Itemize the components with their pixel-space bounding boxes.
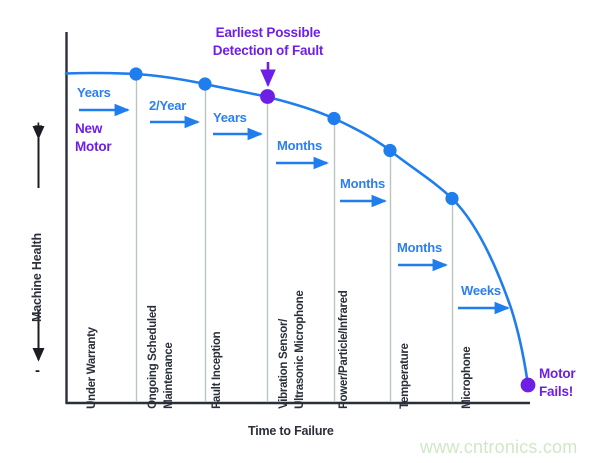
y-axis-label: Machine Health	[30, 233, 44, 322]
column-label-power-particle-infrared: Power/Particle/Infrared	[338, 290, 351, 409]
y-axis-plus-sign: +	[34, 118, 43, 135]
interval-label-2: 2/Year	[149, 98, 187, 113]
interval-label-3: Years	[213, 110, 247, 125]
column-label-fault-inception: Fault Inception	[211, 331, 224, 409]
interval-label-6: Months	[397, 240, 443, 255]
plot-axes	[65, 32, 530, 405]
column-label-ongoing-scheduled-maintenance-line1: Ongoing Scheduled	[147, 305, 160, 409]
column-label-vibration-sensor-line1: Vibration Sensor/	[278, 318, 291, 409]
annotation-new-motor-line1: New	[75, 121, 103, 136]
column-dividers	[135, 74, 454, 402]
data-point-6	[445, 191, 459, 206]
interval-label-1: Years	[77, 85, 111, 100]
data-point-5	[383, 143, 397, 158]
annotation-earliest-detection-line2: Detection of Fault	[212, 43, 324, 58]
watermark: www.cntronics.com	[420, 437, 578, 457]
column-label-vibration-sensor-line2: Ultrasonic Microphone	[294, 290, 307, 409]
data-point-2	[198, 77, 212, 91]
annotation-motor-fails-line2: Fails!	[539, 384, 574, 399]
data-point-4	[327, 111, 341, 126]
data-point-earliest-detection	[260, 89, 275, 104]
interval-arrows	[79, 103, 510, 315]
column-label-microphone: Microphone	[461, 346, 474, 409]
column-label-ongoing-scheduled-maintenance-line2: Maintenance	[163, 342, 176, 409]
interval-label-4: Months	[277, 138, 323, 153]
column-label-under-warranty: Under Warranty	[86, 327, 99, 409]
x-axis-label: Time to Failure	[248, 424, 334, 438]
annotation-new-motor-line2: Motor	[75, 139, 112, 154]
curve-data-points	[129, 67, 536, 393]
annotation-earliest-detection-line1: Earliest Possible	[215, 25, 321, 40]
degradation-curve	[64, 71, 530, 387]
data-point-1	[129, 67, 143, 81]
column-label-temperature: Temperature	[399, 343, 412, 409]
y-axis-minus-sign: -	[35, 362, 40, 379]
annotation-motor-fails-line1: Motor	[539, 366, 576, 381]
data-point-motor-fails	[520, 377, 536, 393]
interval-label-5: Months	[340, 176, 386, 191]
interval-label-7: Weeks	[461, 283, 501, 298]
